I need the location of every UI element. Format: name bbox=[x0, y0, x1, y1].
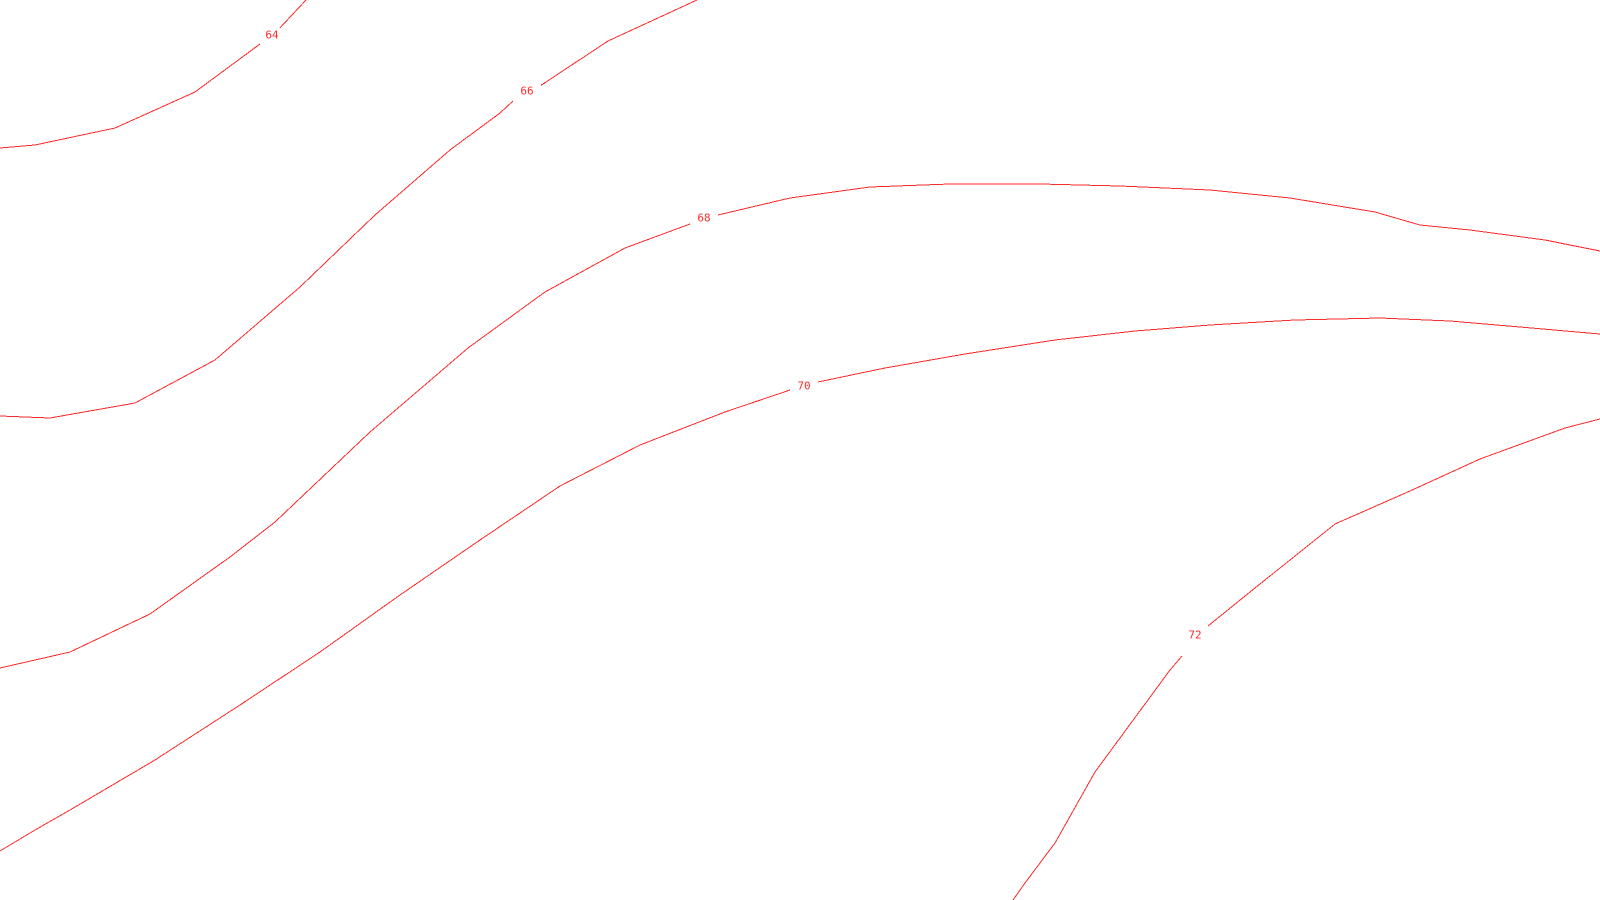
contour-label-halo-66 bbox=[513, 84, 541, 98]
contour-line-64 bbox=[0, 0, 307, 149]
contour-label-72: 72 bbox=[1188, 629, 1201, 642]
contour-group-66: 66 bbox=[0, 0, 698, 419]
contour-label-halo-68 bbox=[690, 211, 718, 225]
contour-label-halo-64 bbox=[258, 28, 286, 42]
contour-label-halo-72 bbox=[1181, 628, 1209, 642]
contour-label-64: 64 bbox=[265, 29, 279, 42]
contour-line-70 bbox=[0, 317, 1600, 852]
contour-label-70: 70 bbox=[797, 380, 810, 393]
contour-group-68: 68 bbox=[0, 183, 1600, 669]
contour-group-64: 64 bbox=[0, 0, 307, 149]
contour-line-68 bbox=[0, 183, 1600, 669]
contour-line-72 bbox=[1012, 418, 1600, 900]
contour-group-70: 70 bbox=[0, 317, 1600, 852]
contour-label-66: 66 bbox=[520, 85, 533, 98]
contour-label-68: 68 bbox=[697, 212, 710, 225]
contour-line-66 bbox=[0, 0, 698, 419]
contour-group-72: 72 bbox=[1012, 418, 1600, 900]
contour-label-halo-70 bbox=[790, 379, 818, 393]
